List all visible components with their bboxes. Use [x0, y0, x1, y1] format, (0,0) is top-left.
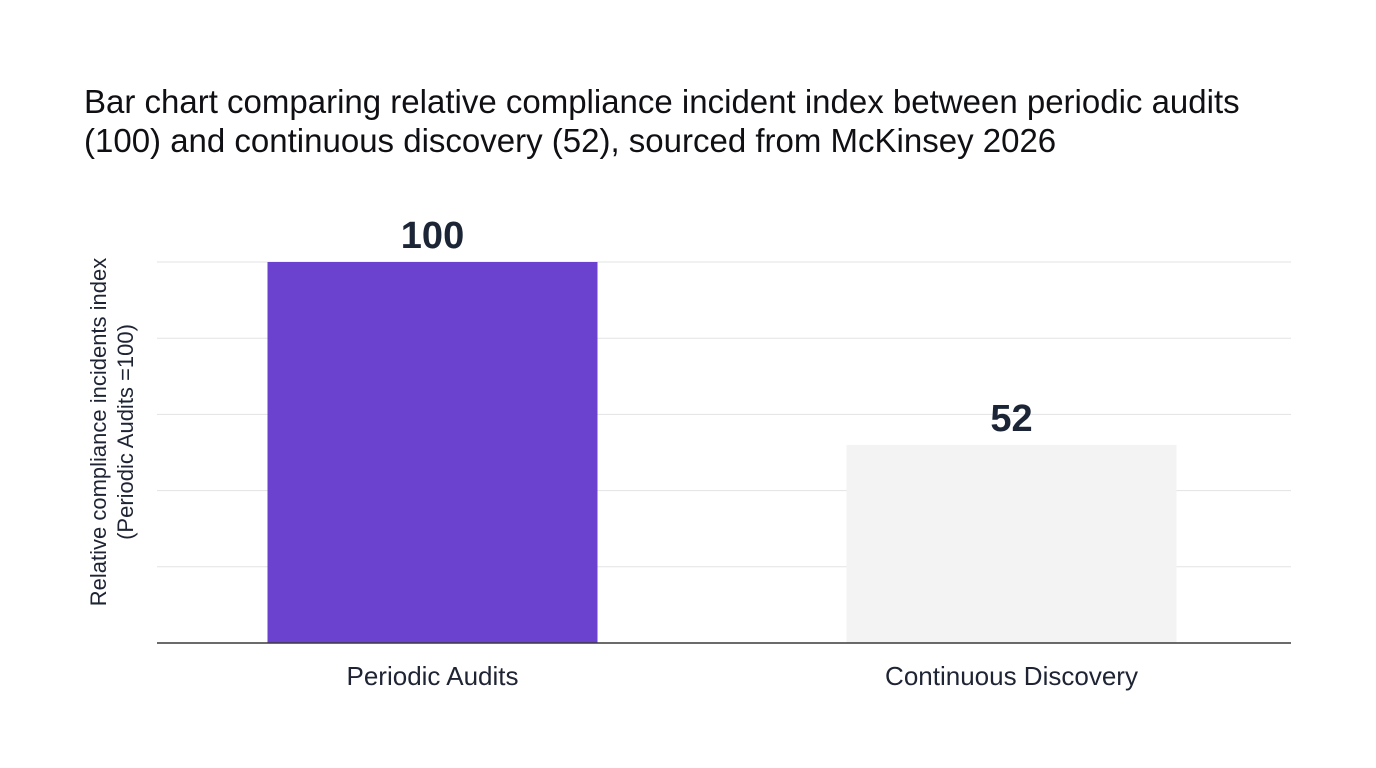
data-label: 100: [401, 215, 464, 257]
x-tick-label: Periodic Audits: [347, 661, 519, 691]
bar-periodic-audits: [267, 262, 598, 643]
chart-title: Bar chart comparing relative compliance …: [84, 83, 1240, 159]
x-tick-label: Continuous Discovery: [885, 661, 1138, 691]
bar-continuous-discovery: [846, 444, 1177, 643]
data-label: 52: [990, 398, 1032, 440]
